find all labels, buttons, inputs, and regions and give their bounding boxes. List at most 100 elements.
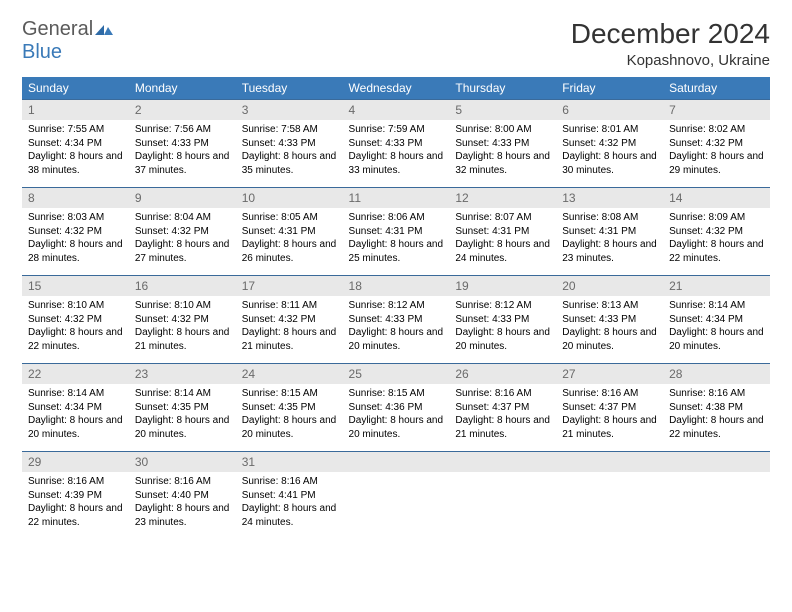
calendar-cell: 23Sunrise: 8:14 AMSunset: 4:35 PMDayligh…: [129, 363, 236, 451]
day-number-empty: [343, 451, 450, 472]
sunrise-line: Sunrise: 8:13 AM: [562, 299, 657, 313]
day-number: 24: [236, 363, 343, 384]
sunset-line: Sunset: 4:32 PM: [135, 225, 230, 239]
sunrise-line: Sunrise: 7:56 AM: [135, 123, 230, 137]
daylight-line: Daylight: 8 hours and 22 minutes.: [669, 238, 764, 265]
day-content: Sunrise: 8:14 AMSunset: 4:35 PMDaylight:…: [129, 384, 236, 447]
day-number-empty: [449, 451, 556, 472]
day-number: 9: [129, 187, 236, 208]
sunrise-line: Sunrise: 8:16 AM: [28, 475, 123, 489]
day-content: Sunrise: 8:08 AMSunset: 4:31 PMDaylight:…: [556, 208, 663, 271]
day-content: Sunrise: 8:12 AMSunset: 4:33 PMDaylight:…: [449, 296, 556, 359]
day-number: 22: [22, 363, 129, 384]
daylight-line: Daylight: 8 hours and 26 minutes.: [242, 238, 337, 265]
sunrise-line: Sunrise: 8:00 AM: [455, 123, 550, 137]
day-number: 11: [343, 187, 450, 208]
calendar-cell: 9Sunrise: 8:04 AMSunset: 4:32 PMDaylight…: [129, 187, 236, 275]
day-number: 19: [449, 275, 556, 296]
daylight-line: Daylight: 8 hours and 35 minutes.: [242, 150, 337, 177]
sunrise-line: Sunrise: 8:14 AM: [135, 387, 230, 401]
calendar-row: 1Sunrise: 7:55 AMSunset: 4:34 PMDaylight…: [22, 99, 770, 187]
day-content: Sunrise: 8:11 AMSunset: 4:32 PMDaylight:…: [236, 296, 343, 359]
daylight-line: Daylight: 8 hours and 33 minutes.: [349, 150, 444, 177]
calendar-cell: 13Sunrise: 8:08 AMSunset: 4:31 PMDayligh…: [556, 187, 663, 275]
daylight-line: Daylight: 8 hours and 20 minutes.: [562, 326, 657, 353]
sunrise-line: Sunrise: 8:16 AM: [669, 387, 764, 401]
day-number: 12: [449, 187, 556, 208]
weekday-header: Monday: [129, 77, 236, 99]
calendar-cell: 4Sunrise: 7:59 AMSunset: 4:33 PMDaylight…: [343, 99, 450, 187]
sunrise-line: Sunrise: 8:15 AM: [242, 387, 337, 401]
sunset-line: Sunset: 4:37 PM: [455, 401, 550, 415]
sunrise-line: Sunrise: 8:15 AM: [349, 387, 444, 401]
logo-text: GeneralBlue: [22, 18, 117, 64]
calendar-cell: 2Sunrise: 7:56 AMSunset: 4:33 PMDaylight…: [129, 99, 236, 187]
sunrise-line: Sunrise: 8:12 AM: [455, 299, 550, 313]
sunrise-line: Sunrise: 8:10 AM: [28, 299, 123, 313]
daylight-line: Daylight: 8 hours and 20 minutes.: [349, 414, 444, 441]
day-content: Sunrise: 7:58 AMSunset: 4:33 PMDaylight:…: [236, 120, 343, 183]
weekday-header: Saturday: [663, 77, 770, 99]
sunrise-line: Sunrise: 7:59 AM: [349, 123, 444, 137]
calendar-cell: 3Sunrise: 7:58 AMSunset: 4:33 PMDaylight…: [236, 99, 343, 187]
daylight-line: Daylight: 8 hours and 22 minutes.: [28, 502, 123, 529]
daylight-line: Daylight: 8 hours and 29 minutes.: [669, 150, 764, 177]
day-content: Sunrise: 8:10 AMSunset: 4:32 PMDaylight:…: [22, 296, 129, 359]
page-title: December 2024: [571, 18, 770, 50]
day-number: 15: [22, 275, 129, 296]
sunset-line: Sunset: 4:33 PM: [349, 137, 444, 151]
daylight-line: Daylight: 8 hours and 25 minutes.: [349, 238, 444, 265]
daylight-line: Daylight: 8 hours and 30 minutes.: [562, 150, 657, 177]
day-content: Sunrise: 7:59 AMSunset: 4:33 PMDaylight:…: [343, 120, 450, 183]
calendar-cell: 11Sunrise: 8:06 AMSunset: 4:31 PMDayligh…: [343, 187, 450, 275]
sunset-line: Sunset: 4:33 PM: [455, 137, 550, 151]
daylight-line: Daylight: 8 hours and 27 minutes.: [135, 238, 230, 265]
calendar-cell: 1Sunrise: 7:55 AMSunset: 4:34 PMDaylight…: [22, 99, 129, 187]
sunset-line: Sunset: 4:31 PM: [242, 225, 337, 239]
sunset-line: Sunset: 4:34 PM: [28, 137, 123, 151]
daylight-line: Daylight: 8 hours and 21 minutes.: [242, 326, 337, 353]
daylight-line: Daylight: 8 hours and 22 minutes.: [669, 414, 764, 441]
day-content: Sunrise: 7:55 AMSunset: 4:34 PMDaylight:…: [22, 120, 129, 183]
weekday-header: Sunday: [22, 77, 129, 99]
daylight-line: Daylight: 8 hours and 21 minutes.: [455, 414, 550, 441]
calendar-cell: 30Sunrise: 8:16 AMSunset: 4:40 PMDayligh…: [129, 451, 236, 539]
weekday-header: Tuesday: [236, 77, 343, 99]
daylight-line: Daylight: 8 hours and 28 minutes.: [28, 238, 123, 265]
sunrise-line: Sunrise: 8:10 AM: [135, 299, 230, 313]
daylight-line: Daylight: 8 hours and 21 minutes.: [562, 414, 657, 441]
sunrise-line: Sunrise: 8:16 AM: [135, 475, 230, 489]
day-number: 26: [449, 363, 556, 384]
calendar-body: 1Sunrise: 7:55 AMSunset: 4:34 PMDaylight…: [22, 99, 770, 539]
calendar-cell: 25Sunrise: 8:15 AMSunset: 4:36 PMDayligh…: [343, 363, 450, 451]
sunset-line: Sunset: 4:31 PM: [455, 225, 550, 239]
daylight-line: Daylight: 8 hours and 37 minutes.: [135, 150, 230, 177]
day-content: Sunrise: 8:01 AMSunset: 4:32 PMDaylight:…: [556, 120, 663, 183]
daylight-line: Daylight: 8 hours and 20 minutes.: [455, 326, 550, 353]
calendar-cell: 10Sunrise: 8:05 AMSunset: 4:31 PMDayligh…: [236, 187, 343, 275]
calendar-cell: [663, 451, 770, 539]
daylight-line: Daylight: 8 hours and 20 minutes.: [349, 326, 444, 353]
day-number: 31: [236, 451, 343, 472]
sunset-line: Sunset: 4:33 PM: [242, 137, 337, 151]
day-content: Sunrise: 8:15 AMSunset: 4:35 PMDaylight:…: [236, 384, 343, 447]
sunrise-line: Sunrise: 8:09 AM: [669, 211, 764, 225]
calendar-cell: [449, 451, 556, 539]
calendar-cell: 31Sunrise: 8:16 AMSunset: 4:41 PMDayligh…: [236, 451, 343, 539]
calendar-cell: 6Sunrise: 8:01 AMSunset: 4:32 PMDaylight…: [556, 99, 663, 187]
sunset-line: Sunset: 4:39 PM: [28, 489, 123, 503]
sunset-line: Sunset: 4:32 PM: [28, 225, 123, 239]
sunset-line: Sunset: 4:38 PM: [669, 401, 764, 415]
calendar-cell: [343, 451, 450, 539]
daylight-line: Daylight: 8 hours and 20 minutes.: [242, 414, 337, 441]
day-content: Sunrise: 8:00 AMSunset: 4:33 PMDaylight:…: [449, 120, 556, 183]
calendar-cell: 20Sunrise: 8:13 AMSunset: 4:33 PMDayligh…: [556, 275, 663, 363]
sunset-line: Sunset: 4:34 PM: [28, 401, 123, 415]
location-label: Kopashnovo, Ukraine: [571, 52, 770, 69]
header: GeneralBlue December 2024 Kopashnovo, Uk…: [22, 18, 770, 69]
calendar-cell: 12Sunrise: 8:07 AMSunset: 4:31 PMDayligh…: [449, 187, 556, 275]
weekday-header-row: SundayMondayTuesdayWednesdayThursdayFrid…: [22, 77, 770, 99]
calendar-cell: 21Sunrise: 8:14 AMSunset: 4:34 PMDayligh…: [663, 275, 770, 363]
sunrise-line: Sunrise: 7:58 AM: [242, 123, 337, 137]
sunset-line: Sunset: 4:33 PM: [135, 137, 230, 151]
